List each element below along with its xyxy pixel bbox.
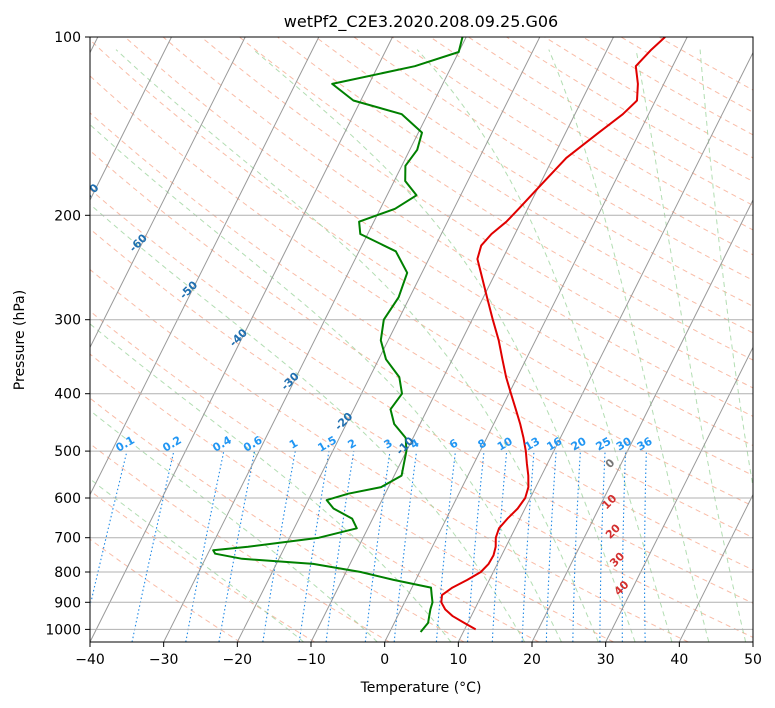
- y-axis-ticks: 1000 900 800 700 600 500 400 300 200 100: [45, 30, 90, 638]
- dry-adiabat-line: [200, 37, 753, 389]
- plot-area: 0.10.20.40.611.52346810131620253036-100-…: [78, 37, 753, 642]
- dry-adiabat-line: [90, 149, 753, 571]
- dry-adiabat-line: [90, 268, 689, 642]
- moist-adiabat-line: [90, 478, 304, 642]
- y-axis-label: Pressure (hPa): [12, 290, 28, 390]
- x-tick-label: −30: [149, 652, 179, 668]
- plot-frame: [89, 36, 754, 643]
- x-tick-label: −20: [223, 652, 253, 668]
- moist-adiabat-line: [90, 323, 452, 642]
- dry-adiabat-line: [90, 397, 465, 642]
- moist-adiabat-line: [635, 49, 747, 642]
- y-tick-label: 400: [54, 387, 81, 403]
- mixing-ratio-line: [466, 451, 485, 642]
- mixing-ratio-line: [393, 451, 418, 642]
- dewpoint-profile-line: [212, 37, 464, 633]
- mixing-ratio-line: [90, 450, 128, 609]
- isotherm-line: [90, 37, 393, 642]
- y-tick-label: 300: [54, 313, 81, 329]
- dry-adiabat-line: [90, 75, 753, 507]
- y-tick-label: 600: [54, 491, 81, 507]
- moist-adiabat-line: [90, 124, 562, 642]
- moist-adiabat-line: [699, 49, 753, 490]
- pressure-gridlines: [90, 37, 753, 630]
- dry-adiabat-line: [90, 188, 753, 604]
- y-tick-label: 500: [54, 444, 81, 460]
- chart-title: wetPf2_C2E3.2020.208.09.25.G06: [284, 12, 558, 32]
- isotherm-line: [90, 37, 172, 202]
- x-tick-label: 50: [744, 652, 762, 668]
- isotherm-line: [384, 37, 688, 642]
- moist-adiabats: [90, 49, 753, 642]
- x-tick-label: 40: [670, 652, 688, 668]
- dry-adiabat-line: [90, 310, 614, 642]
- isotherm-line: [457, 51, 753, 642]
- x-tick-label: 10: [449, 652, 467, 668]
- dry-adiabat-line: [90, 443, 390, 642]
- dry-adiabat-line: [90, 112, 753, 539]
- mixing-ratio-line: [364, 451, 391, 642]
- x-axis-label: Temperature (°C): [360, 680, 482, 696]
- x-tick-label: −10: [296, 652, 326, 668]
- x-tick-label: 20: [523, 652, 541, 668]
- dry-adiabat-line: [90, 353, 540, 642]
- x-tick-label: −40: [75, 652, 105, 668]
- dry-adiabat-line: [124, 37, 753, 447]
- isotherm-line: [531, 198, 753, 642]
- y-tick-label: 100: [54, 30, 81, 46]
- y-tick-label: 800: [54, 565, 81, 581]
- x-tick-label: 0: [380, 652, 389, 668]
- isotherm-line: [310, 37, 614, 642]
- y-tick-label: 200: [54, 208, 81, 224]
- isotherm-line: [90, 37, 320, 496]
- isotherm-line: [90, 37, 246, 349]
- isotherm-line: [605, 346, 753, 642]
- x-axis-ticks: −40 −30 −20 −10 0 10 20 30 40 50: [75, 642, 762, 668]
- moist-adiabat-line: [115, 49, 599, 642]
- mixing-ratio-line: [131, 450, 175, 642]
- y-tick-label: 900: [54, 595, 81, 611]
- mixing-ratio-line: [435, 451, 456, 642]
- dry-adiabat-line: [90, 538, 241, 642]
- moist-adiabat-line: [253, 49, 636, 642]
- mixing-ratio-line: [298, 451, 330, 642]
- dry-adiabats: [90, 37, 753, 642]
- temperature-profile-line: [440, 37, 666, 631]
- dry-adiabat-line: [277, 37, 753, 334]
- isotherm-line: [678, 493, 753, 642]
- moist-adiabat-line: [90, 203, 526, 642]
- y-tick-label: 1000: [45, 622, 81, 638]
- x-tick-label: 30: [597, 652, 615, 668]
- y-tick-label: 700: [54, 531, 81, 547]
- isotherm-label: -70: [78, 181, 101, 204]
- isotherm-line: [163, 37, 467, 642]
- series: [212, 37, 666, 633]
